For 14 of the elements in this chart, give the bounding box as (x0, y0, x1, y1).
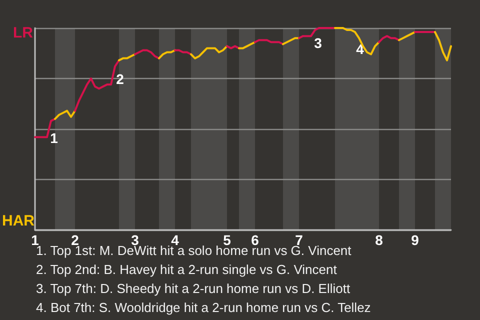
annotation: 2 (116, 71, 124, 87)
annotation: 3 (314, 35, 322, 51)
x-tick-label: 4 (171, 232, 180, 248)
text: HAR (2, 212, 35, 230)
annotation: 1 (50, 130, 58, 146)
x-tick-label: 8 (375, 232, 384, 248)
text: 3. Top 7th: D. Sheedy hit a 2-run home run vs D. Elliott (36, 281, 350, 296)
text: 2. Top 2nd: B. Havey hit a 2-run single vs G. Vincent (36, 262, 338, 277)
x-tick-label: 9 (411, 232, 420, 248)
x-tick-label: 6 (251, 232, 260, 248)
x-tick-label: 5 (223, 232, 232, 248)
text: LR (13, 24, 34, 42)
text: 4. Bot 7th: S. Wooldridge hit a 2-run home run vs C. Tellez (36, 300, 371, 315)
annotation: 4 (356, 41, 364, 57)
